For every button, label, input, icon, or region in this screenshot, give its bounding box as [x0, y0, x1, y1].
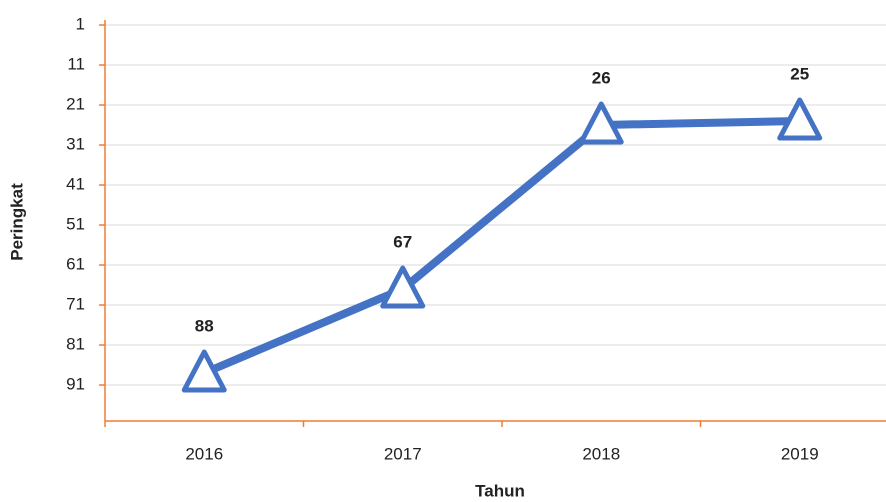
y-axis-title: Peringkat [7, 183, 26, 261]
data-label: 25 [790, 64, 809, 83]
x-tick-label: 2017 [384, 444, 422, 463]
point-marker [578, 101, 624, 145]
x-axis-title: Tahun [475, 481, 525, 500]
point-marker [181, 349, 227, 393]
y-tick-label: 1 [76, 14, 85, 33]
x-tick-label: 2016 [185, 444, 223, 463]
y-tick-label: 31 [66, 134, 85, 153]
x-tick-label: 2018 [582, 444, 620, 463]
y-tick-label: 41 [66, 174, 85, 193]
y-tick-label: 91 [66, 374, 85, 393]
y-tick-label: 81 [66, 334, 85, 353]
data-label: 88 [195, 316, 214, 335]
y-tick-label: 71 [66, 294, 85, 313]
data-label: 67 [393, 232, 412, 251]
y-tick-label: 51 [66, 214, 85, 233]
y-tick-label: 11 [67, 54, 85, 73]
series-line [200, 117, 804, 377]
x-tick-label: 2019 [781, 444, 819, 463]
point-marker [777, 97, 823, 141]
y-tick-label: 61 [66, 254, 85, 273]
point-marker [380, 265, 426, 309]
data-label: 26 [592, 68, 611, 87]
y-tick-label: 21 [66, 94, 85, 113]
